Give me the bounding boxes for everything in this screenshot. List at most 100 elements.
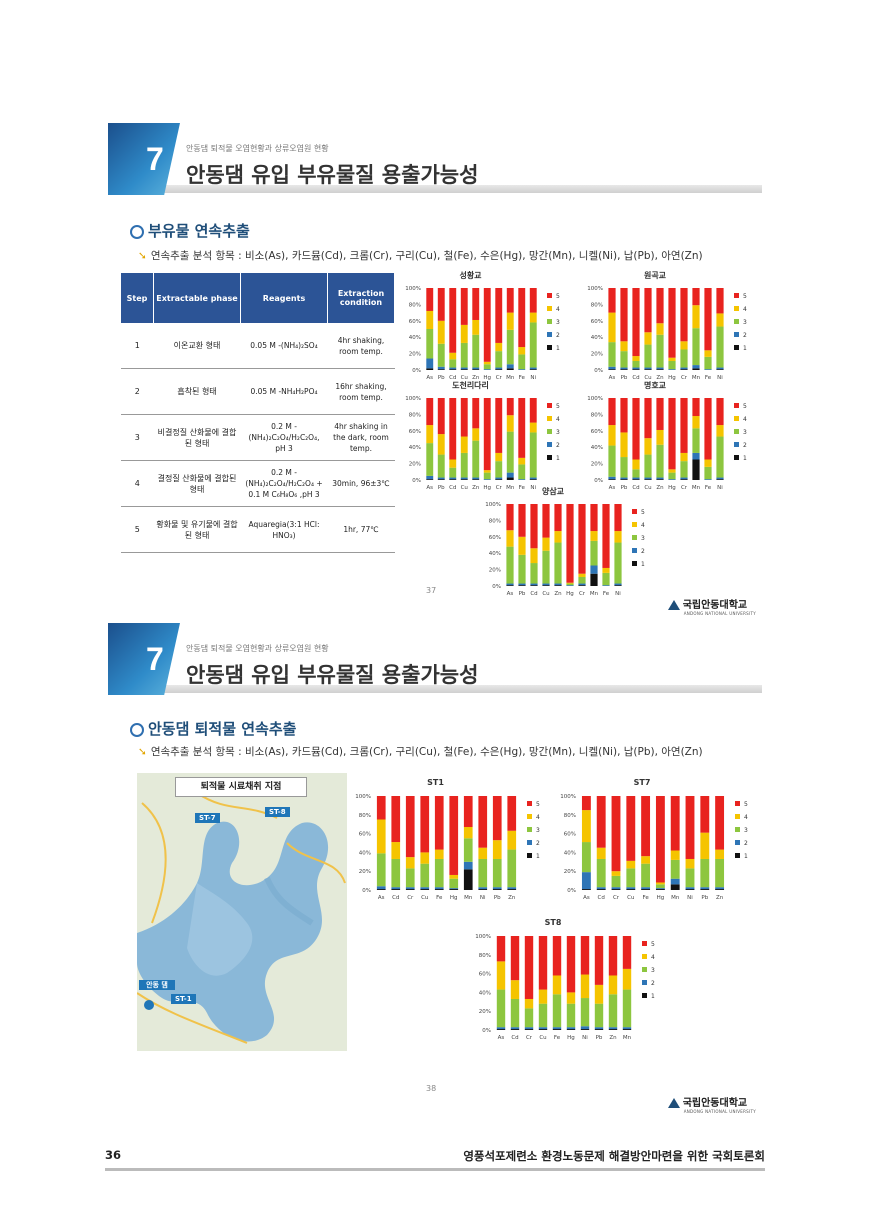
chart-title: 양삼교 [541,487,565,496]
x-tick-label: Fe [705,485,712,491]
bar-segment-As-4 [506,530,514,547]
bar-segment-Cu-2 [420,887,430,890]
x-tick-label: Pb [438,485,445,491]
bar-segment-Ni-3 [614,542,622,584]
x-tick-label: Cr [496,485,503,491]
x-tick-label: Cr [496,375,503,381]
x-tick-label: Zn [554,591,562,597]
bar-segment-Cu-4 [542,537,550,551]
bar-segment-Cd-4 [530,548,538,564]
bar-segment-Mn-1 [670,884,680,890]
y-tick-label: 100% [587,396,603,402]
y-tick-label: 60% [564,832,576,838]
x-tick-label: Ni [615,591,621,597]
bar-segment-Fe-4 [641,856,651,864]
bar-segment-Mn-3 [506,329,514,365]
stacked-bar-chart: 명호교 0% 20% 40% 60% 80% 100% As Pb Cd Cu Zn Hg Cr Mn Fe N… [580,380,760,496]
bar-segment-Cr-3 [495,461,503,478]
x-tick-label: Cu [644,375,651,381]
bar-segment-Fe-5 [704,288,712,351]
bar-segment-Hg-1 [566,1029,576,1030]
bar-segment-Hg-3 [668,360,676,370]
legend-swatch [632,561,637,566]
legend-swatch [547,416,552,421]
bar-segment-Cd-2 [632,367,640,370]
legend-swatch [734,332,739,337]
bar-segment-Cd-3 [391,858,401,888]
bar-segment-Ni-1 [685,889,695,890]
bar-segment-As-1 [581,889,591,890]
legend-swatch [527,814,532,819]
legend-swatch [642,993,647,998]
legend-swatch [734,293,739,298]
legend-label: 2 [556,442,560,449]
bar-segment-Cd-3 [632,469,640,478]
bar-segment-Cu-4 [626,860,636,869]
bar-segment-Mn-2 [692,452,700,460]
x-tick-label: Cu [627,895,634,901]
bar-segment-As-1 [506,585,514,586]
bar-segment-Fe-4 [552,975,562,995]
bar-segment-Cd-3 [530,563,538,584]
logo-mark-icon [667,1098,680,1108]
legend-label: 1 [744,853,748,860]
legend-label: 2 [536,840,540,847]
bar-segment-Hg-4 [449,874,459,879]
bar-segment-Mn-3 [590,540,598,566]
bar-segment-Cu-2 [626,887,636,890]
bar-segment-Ni-1 [716,479,724,480]
bar-segment-Cu-1 [460,369,468,370]
bar-segment-As-3 [506,546,514,584]
bar-segment-Cd-1 [391,889,401,890]
x-tick-label: Mn [623,1035,632,1041]
reagent-cell: 0.05 M -(NH₄)₂SO₄ [240,323,328,369]
y-tick-label: 0% [412,478,421,484]
footer-rule [105,1168,765,1171]
table-row: 3 비결정질 산화물에 결합된 형태 0.2 M -(NH₄)₂C₂O₄/H₂C₂O… [121,414,395,461]
bar-segment-Mn-3 [622,989,632,1028]
legend-label: 1 [651,993,655,1000]
phase-cell: 결정질 산화물에 결합된 형태 [153,460,241,507]
bar-segment-Zn-1 [472,369,480,370]
bar-segment-As-5 [376,796,386,820]
bar-segment-Zn-3 [608,994,618,1028]
bar-segment-Mn-2 [692,365,700,369]
legend-label: 2 [743,442,747,449]
station-tag-st1[interactable]: ST-1 [171,994,196,1004]
legend-label: 5 [641,509,645,516]
logo-english: ANDONG NATIONAL UNIVERSITY [683,1109,756,1114]
chart-title: 원곡교 [643,271,667,280]
bar-segment-Fe-5 [602,504,610,568]
bar-segment-Zn-1 [656,369,664,370]
bar-segment-Cu-5 [644,398,652,439]
bar-segment-As-2 [496,1027,506,1030]
legend-swatch [642,954,647,959]
bar-segment-Mn-2 [463,861,473,870]
station-tag-st7[interactable]: ST-7 [195,813,220,823]
bar-segment-Hg-5 [566,504,574,583]
x-tick-label: As [426,375,433,381]
bar-segment-Ni-4 [529,422,537,433]
y-tick-label: 0% [412,368,421,374]
legend-label: 5 [743,403,747,410]
bar-segment-Pb-2 [437,366,445,370]
station-tag-andong-dam[interactable]: 안동 댐 [139,980,175,990]
condition-cell: 4hr shaking, room temp. [327,323,395,369]
legend-swatch [547,319,552,324]
bar-segment-Zn-2 [656,477,664,480]
bar-segment-Cr-4 [495,342,503,352]
bar-segment-Pb-4 [492,840,502,859]
x-tick-label: Fe [705,375,712,381]
bar-segment-As-2 [426,358,434,369]
bar-segment-Cr-1 [524,1029,534,1030]
bar-segment-Cr-5 [405,796,415,858]
legend-swatch [547,306,552,311]
x-tick-label: Zn [656,485,664,491]
bar-segment-Hg-1 [449,889,459,890]
legend-label: 2 [744,840,748,847]
bar-segment-As-1 [426,368,434,370]
bar-segment-Ni-4 [580,974,590,999]
bar-segment-As-2 [608,366,616,370]
station-tag-st8[interactable]: ST-8 [265,807,290,817]
bar-segment-Mn-5 [463,796,473,828]
